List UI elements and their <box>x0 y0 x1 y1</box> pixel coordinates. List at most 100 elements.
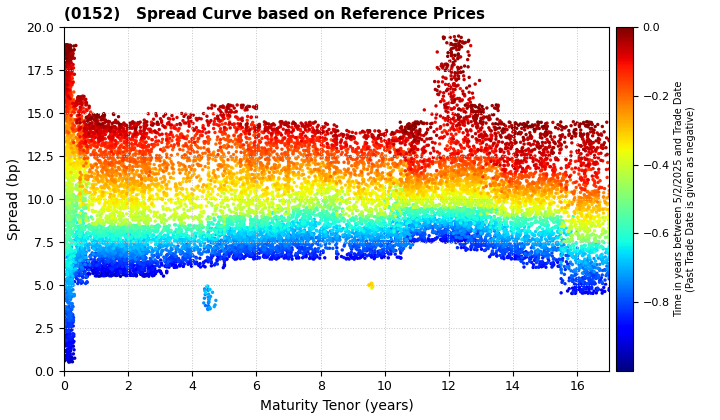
Point <box>107 236 118 243</box>
Point <box>294 229 305 236</box>
Point <box>444 117 455 124</box>
Point <box>94 260 105 266</box>
Point <box>264 169 275 176</box>
Point <box>358 243 369 249</box>
Point <box>472 110 483 117</box>
Point <box>192 135 204 142</box>
Point <box>398 202 410 209</box>
Point <box>174 231 186 238</box>
Point <box>126 228 138 235</box>
Point <box>63 351 74 358</box>
Point <box>448 225 459 231</box>
Point <box>330 169 341 176</box>
Point <box>570 222 581 229</box>
Point <box>76 262 88 269</box>
Point <box>531 161 542 168</box>
Point <box>177 259 189 265</box>
Point <box>120 193 131 199</box>
Point <box>575 131 587 138</box>
Point <box>107 128 118 135</box>
Point <box>62 132 73 139</box>
Point <box>243 142 254 149</box>
Point <box>511 168 523 174</box>
Point <box>63 86 74 93</box>
Point <box>185 200 197 207</box>
Point <box>222 229 234 236</box>
Point <box>394 137 405 144</box>
Point <box>89 246 100 252</box>
Point <box>333 236 345 242</box>
Point <box>441 172 452 178</box>
Point <box>91 216 103 223</box>
Point <box>492 121 504 128</box>
Point <box>391 207 402 214</box>
Point <box>474 118 486 124</box>
Point <box>104 242 116 249</box>
Point <box>434 89 446 95</box>
Point <box>498 205 510 212</box>
Point <box>65 268 76 275</box>
Point <box>382 161 394 168</box>
Point <box>528 214 540 220</box>
Point <box>546 211 557 218</box>
Point <box>243 198 254 205</box>
Point <box>60 333 72 340</box>
Point <box>475 127 487 134</box>
Point <box>516 215 528 222</box>
Point <box>213 186 225 192</box>
Point <box>267 217 279 224</box>
Point <box>423 236 434 243</box>
Point <box>138 122 150 129</box>
Point <box>138 239 150 246</box>
Point <box>304 220 315 227</box>
Point <box>63 222 75 229</box>
Point <box>331 187 343 194</box>
Point <box>147 273 158 279</box>
Point <box>271 228 283 235</box>
Point <box>374 217 385 224</box>
Point <box>560 217 572 224</box>
Point <box>514 129 526 136</box>
Point <box>97 249 109 256</box>
Point <box>550 223 562 230</box>
Point <box>114 260 125 266</box>
Point <box>438 170 450 177</box>
Point <box>158 234 169 240</box>
Point <box>341 197 353 203</box>
Point <box>74 145 86 152</box>
Point <box>511 152 523 158</box>
Point <box>387 245 398 252</box>
Point <box>163 223 174 230</box>
Point <box>250 160 261 166</box>
Point <box>97 229 109 236</box>
Point <box>405 123 416 129</box>
Point <box>74 144 86 150</box>
Point <box>456 153 467 160</box>
Point <box>242 130 253 136</box>
Point <box>429 189 441 195</box>
Point <box>524 258 536 265</box>
Point <box>220 136 231 143</box>
Point <box>456 216 468 223</box>
Point <box>472 123 484 130</box>
Point <box>65 90 76 97</box>
Point <box>408 173 420 179</box>
Point <box>459 198 470 205</box>
Point <box>63 217 75 223</box>
Point <box>495 121 507 127</box>
Point <box>161 190 173 197</box>
Point <box>310 174 322 181</box>
Point <box>125 226 137 233</box>
Point <box>163 119 175 126</box>
Point <box>116 176 127 183</box>
Point <box>418 138 430 145</box>
Point <box>275 253 287 260</box>
Point <box>324 222 336 228</box>
Point <box>62 166 73 173</box>
Point <box>424 221 436 228</box>
Point <box>94 147 105 154</box>
Point <box>253 255 265 261</box>
Point <box>246 253 258 260</box>
Point <box>494 231 505 238</box>
Point <box>156 139 168 146</box>
